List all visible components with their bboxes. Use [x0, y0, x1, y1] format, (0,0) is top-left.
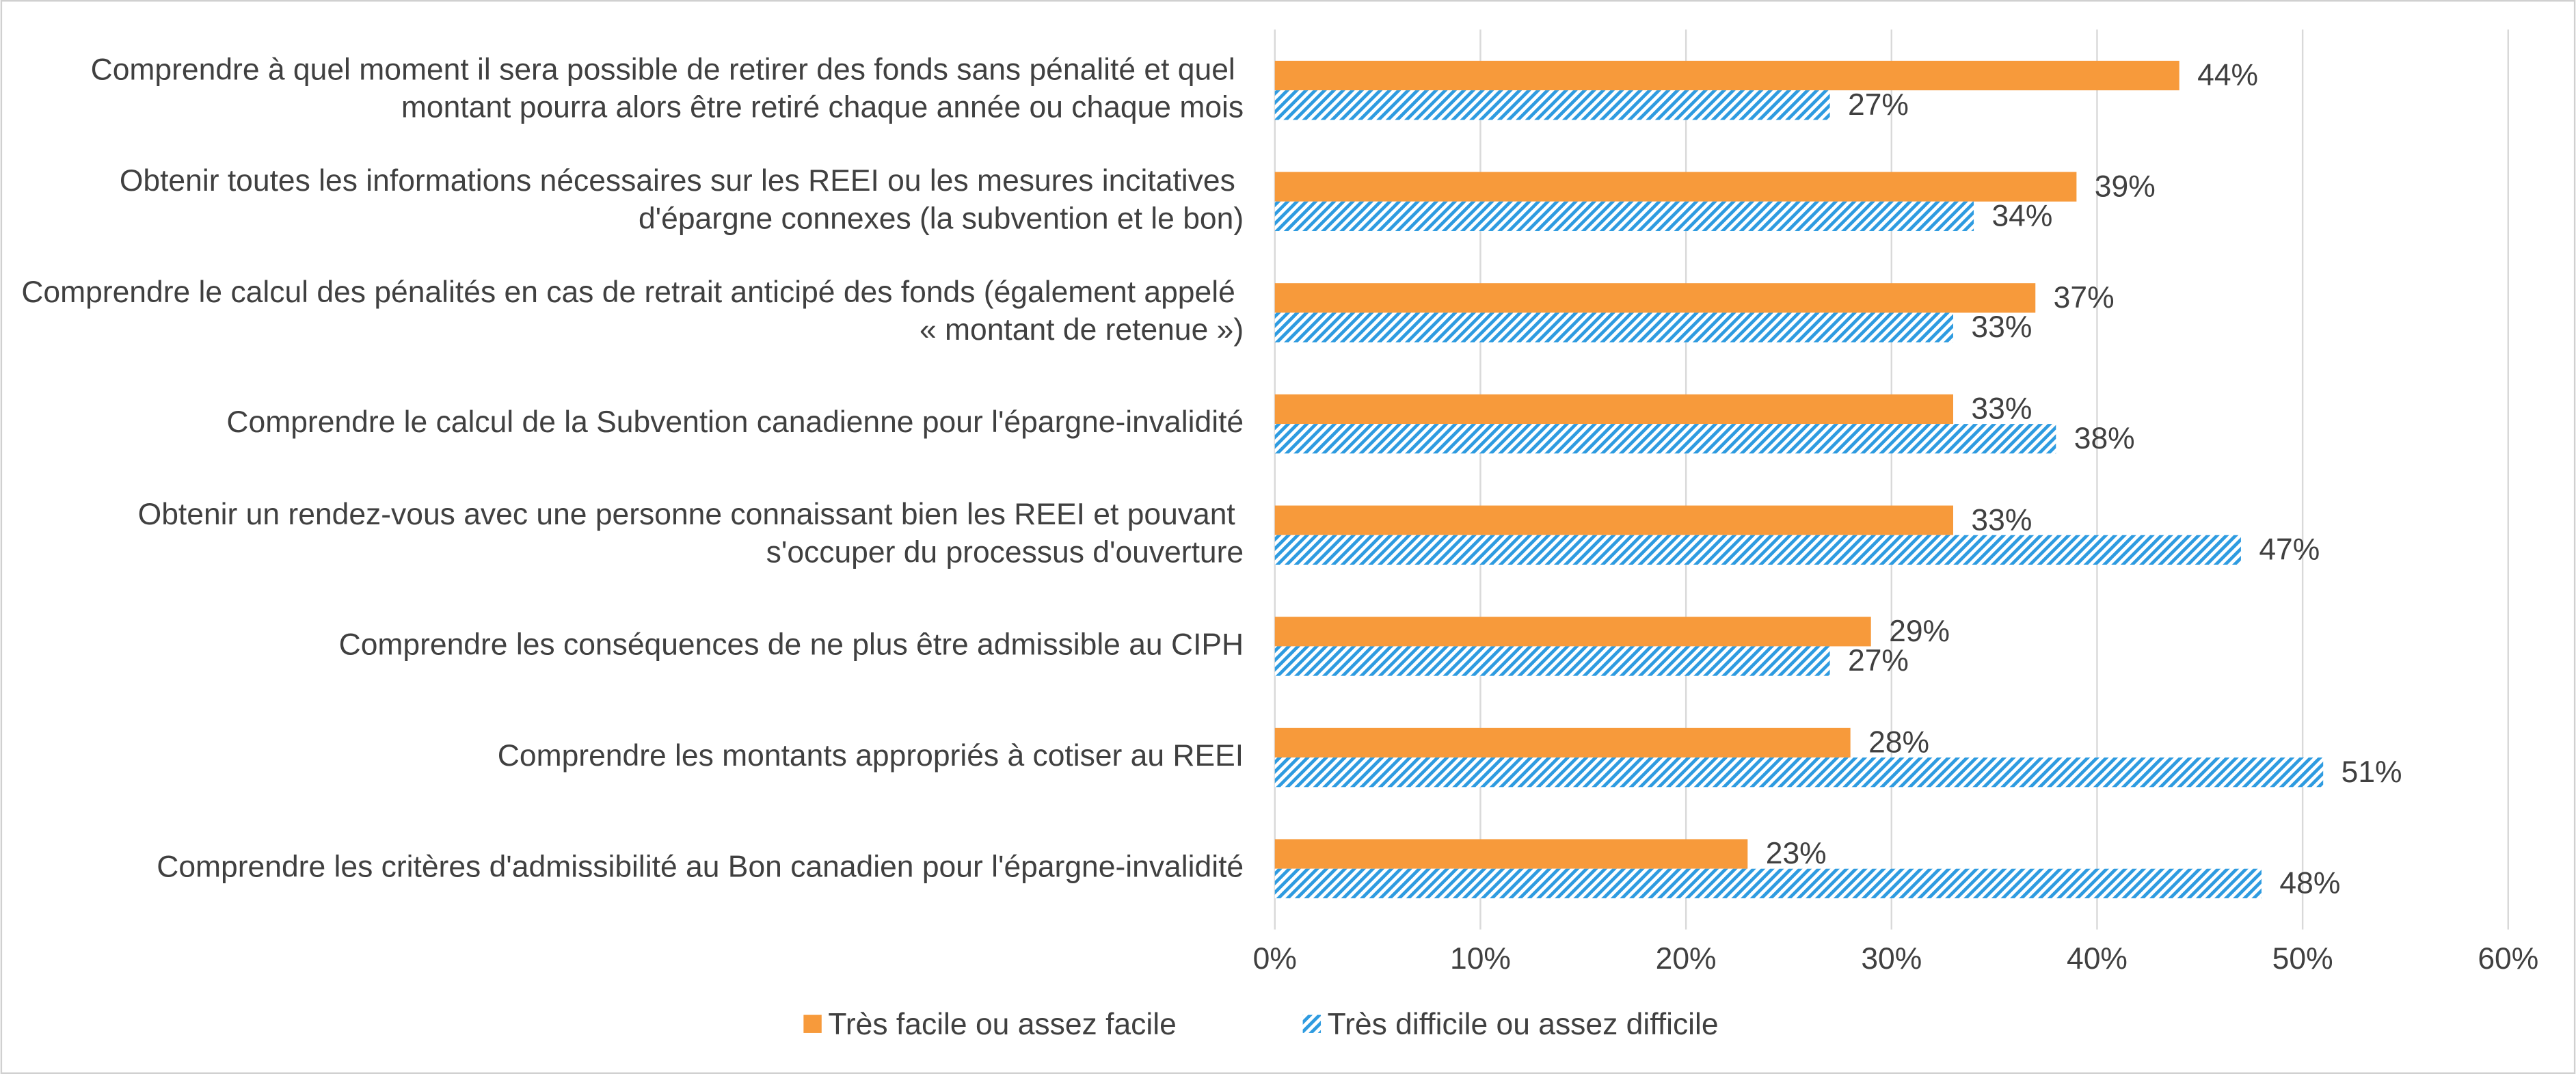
x-tick-label: 60% — [2478, 942, 2538, 976]
value-label: 29% — [1889, 615, 1950, 648]
x-tick-label: 30% — [1861, 942, 1922, 976]
x-tick-label: 50% — [2272, 942, 2333, 976]
x-tick-label: 0% — [1253, 942, 1297, 976]
bar — [1274, 394, 1953, 425]
value-label: 34% — [1991, 200, 2052, 233]
bar — [1274, 201, 1974, 232]
value-label: 38% — [2074, 422, 2135, 455]
value-label: 37% — [2054, 281, 2115, 314]
bar — [1274, 312, 1953, 343]
category-label: Comprendre les critères d'admissibilité … — [157, 850, 1244, 883]
legend-swatch — [803, 1015, 822, 1033]
bar — [1274, 424, 2056, 454]
value-label: 27% — [1848, 644, 1909, 677]
x-tick-label: 10% — [1450, 942, 1511, 976]
value-label: 33% — [1971, 392, 2032, 426]
bar — [1274, 90, 1830, 120]
bar — [1274, 283, 2036, 313]
bar — [1274, 505, 1953, 535]
category-label: Comprendre à quel moment il sera possibl… — [91, 53, 1244, 124]
value-label: 39% — [2095, 170, 2156, 203]
x-tick-label: 20% — [1656, 942, 1717, 976]
bar — [1274, 727, 1851, 758]
legend-label: Très difficile ou assez difficile — [1328, 1008, 1719, 1041]
bar — [1274, 60, 2179, 91]
value-label: 33% — [1971, 310, 2032, 344]
category-label: Obtenir un rendez-vous avec une personne… — [138, 498, 1244, 569]
value-label: 28% — [1868, 726, 1929, 760]
value-label: 23% — [1766, 837, 1827, 870]
value-label: 33% — [1971, 503, 2032, 537]
value-label: 27% — [1848, 88, 1909, 122]
bar — [1274, 839, 1748, 869]
category-label: Obtenir toutes les informations nécessai… — [120, 164, 1244, 235]
value-label: 48% — [2279, 866, 2340, 900]
bar — [1274, 646, 1830, 676]
category-label: Comprendre le calcul de la Subvention ca… — [226, 405, 1244, 439]
legend-label: Très facile ou assez facile — [828, 1008, 1176, 1041]
bar — [1274, 757, 2324, 788]
value-label: 47% — [2259, 533, 2320, 567]
category-label: Comprendre les conséquences de ne plus ê… — [339, 628, 1244, 661]
value-label: 51% — [2342, 755, 2402, 789]
bar — [1274, 172, 2077, 202]
x-tick-label: 40% — [2067, 942, 2128, 976]
bar — [1274, 868, 2262, 898]
bar — [1274, 617, 1871, 647]
value-label: 44% — [2197, 59, 2258, 92]
category-label: Comprendre les montants appropriés à cot… — [498, 739, 1244, 773]
bar — [1274, 535, 2241, 565]
legend-swatch — [1302, 1015, 1321, 1033]
category-label: Comprendre le calcul des pénalités en ca… — [21, 276, 1244, 347]
